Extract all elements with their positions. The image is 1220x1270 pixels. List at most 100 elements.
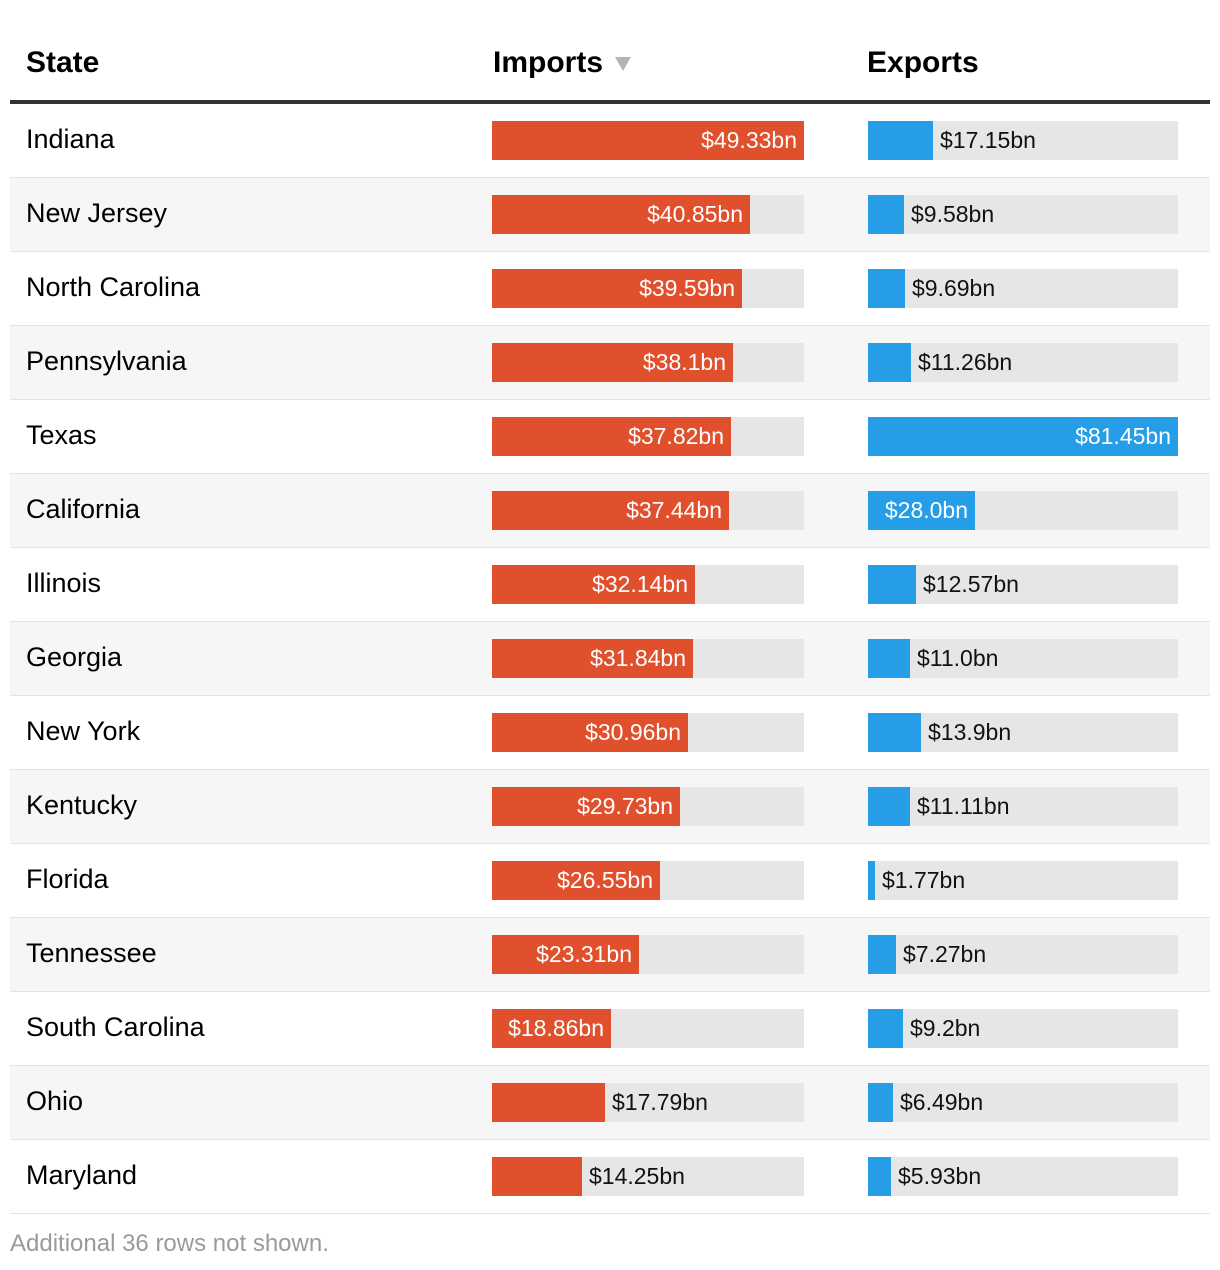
exports-value-label: $28.0bn bbox=[884, 497, 968, 523]
imports-bar bbox=[492, 1009, 611, 1048]
state-name: Kentucky bbox=[26, 790, 138, 820]
imports-bar-track: $49.33bn bbox=[492, 121, 804, 160]
exports-bar-track: $9.69bn bbox=[868, 269, 1178, 308]
exports-value-label: $6.49bn bbox=[900, 1089, 984, 1115]
imports-bar bbox=[492, 935, 639, 974]
column-header-state[interactable]: State bbox=[26, 46, 99, 80]
state-name: Indiana bbox=[26, 124, 115, 154]
exports-value-label: $11.26bn bbox=[918, 349, 1013, 375]
table-row: Florida $26.55bn $1.77bn bbox=[10, 844, 1210, 918]
imports-value-label: $37.82bn bbox=[628, 423, 724, 449]
exports-value-label: $12.57bn bbox=[923, 571, 1019, 597]
imports-bar bbox=[492, 269, 742, 308]
imports-value-label: $31.84bn bbox=[590, 645, 686, 671]
exports-value-label: $9.58bn bbox=[911, 201, 995, 227]
imports-bar bbox=[492, 639, 693, 678]
exports-value-label: $13.9bn bbox=[928, 719, 1012, 745]
exports-bar-track: $11.0bn bbox=[868, 639, 1178, 678]
table-row: Georgia $31.84bn $11.0bn bbox=[10, 622, 1210, 696]
imports-value-label: $40.85bn bbox=[647, 201, 743, 227]
imports-bar-track: $31.84bn bbox=[492, 639, 804, 678]
exports-bar-track: $28.0bn bbox=[868, 491, 1178, 530]
imports-bar bbox=[492, 417, 731, 456]
exports-value-label: $9.69bn bbox=[912, 275, 996, 301]
imports-bar-track: $39.59bn bbox=[492, 269, 804, 308]
imports-value-label: $32.14bn bbox=[592, 571, 688, 597]
exports-bar bbox=[868, 713, 921, 752]
imports-value-label: $38.1bn bbox=[642, 349, 726, 375]
imports-bar bbox=[492, 565, 695, 604]
exports-bar-track: $7.27bn bbox=[868, 935, 1178, 974]
exports-bar-track: $11.26bn bbox=[868, 343, 1178, 382]
table-row: New York $30.96bn $13.9bn bbox=[10, 696, 1210, 770]
exports-bar-track: $9.58bn bbox=[868, 195, 1178, 234]
exports-value-label: $11.11bn bbox=[917, 793, 1010, 819]
state-name: Tennessee bbox=[26, 938, 157, 968]
imports-bar-track: $29.73bn bbox=[492, 787, 804, 826]
exports-value-label: $5.93bn bbox=[898, 1163, 982, 1189]
state-name: California bbox=[26, 494, 141, 524]
imports-value-label: $49.33bn bbox=[701, 127, 797, 153]
exports-bar-track: $11.11bn bbox=[868, 787, 1178, 826]
state-name: North Carolina bbox=[26, 272, 201, 302]
imports-bar bbox=[492, 713, 688, 752]
table-row: South Carolina $18.86bn $9.2bn bbox=[10, 992, 1210, 1066]
table-row: California $37.44bn $28.0bn bbox=[10, 474, 1210, 548]
table-row: Pennsylvania $38.1bn $11.26bn bbox=[10, 326, 1210, 400]
imports-bar-track: $14.25bn bbox=[492, 1157, 804, 1196]
column-header-exports[interactable]: Exports bbox=[867, 46, 979, 80]
state-name: Georgia bbox=[26, 642, 123, 672]
imports-bar-track: $40.85bn bbox=[492, 195, 804, 234]
imports-bar-track: $17.79bn bbox=[492, 1083, 804, 1122]
rows-hidden-note: Additional 36 rows not shown. bbox=[10, 1230, 329, 1257]
imports-value-label: $30.96bn bbox=[585, 719, 681, 745]
imports-bar-track: $37.82bn bbox=[492, 417, 804, 456]
exports-bar bbox=[868, 1083, 893, 1122]
column-header-imports[interactable]: Imports bbox=[493, 46, 632, 80]
exports-bar-track: $6.49bn bbox=[868, 1083, 1178, 1122]
exports-bar bbox=[868, 491, 975, 530]
exports-bar-track: $9.2bn bbox=[868, 1009, 1178, 1048]
imports-value-label: $18.86bn bbox=[508, 1015, 604, 1041]
exports-bar bbox=[868, 269, 905, 308]
imports-bar-track: $23.31bn bbox=[492, 935, 804, 974]
exports-bar-track: $1.77bn bbox=[868, 861, 1178, 900]
table-row: New Jersey $40.85bn $9.58bn bbox=[10, 178, 1210, 252]
sort-descending-icon[interactable] bbox=[615, 57, 632, 72]
imports-bar bbox=[492, 343, 733, 382]
table-row: Indiana $49.33bn $17.15bn bbox=[10, 104, 1210, 178]
exports-bar bbox=[868, 1009, 903, 1048]
imports-bar-track: $18.86bn bbox=[492, 1009, 804, 1048]
data-table: State Imports Exports Indiana $49.33bn $17… bbox=[10, 28, 1210, 1214]
state-name: South Carolina bbox=[26, 1012, 205, 1042]
state-name: Illinois bbox=[26, 568, 102, 598]
exports-bar bbox=[868, 935, 896, 974]
imports-bar bbox=[492, 787, 680, 826]
imports-value-label: $39.59bn bbox=[639, 275, 735, 301]
imports-bar bbox=[492, 1157, 582, 1196]
table-row: Kentucky $29.73bn $11.11bn bbox=[10, 770, 1210, 844]
exports-bar-track: $13.9bn bbox=[868, 713, 1178, 752]
imports-bar bbox=[492, 491, 729, 530]
imports-bar bbox=[492, 861, 660, 900]
exports-value-label: $9.2bn bbox=[910, 1015, 981, 1041]
state-name: New Jersey bbox=[26, 198, 168, 228]
exports-value-label: $81.45bn bbox=[1075, 423, 1171, 449]
state-name: New York bbox=[26, 716, 141, 746]
exports-bar bbox=[868, 195, 904, 234]
imports-bar bbox=[492, 195, 750, 234]
state-name: Pennsylvania bbox=[26, 346, 187, 376]
exports-value-label: $1.77bn bbox=[882, 867, 966, 893]
imports-value-label: $37.44bn bbox=[626, 497, 722, 523]
exports-bar bbox=[868, 787, 910, 826]
imports-bar-track: $38.1bn bbox=[492, 343, 804, 382]
imports-bar-track: $26.55bn bbox=[492, 861, 804, 900]
table-row: Tennessee $23.31bn $7.27bn bbox=[10, 918, 1210, 992]
exports-bar bbox=[868, 343, 911, 382]
imports-bar bbox=[492, 121, 804, 160]
table-row: North Carolina $39.59bn $9.69bn bbox=[10, 252, 1210, 326]
state-name: Florida bbox=[26, 864, 109, 894]
table-body: Indiana $49.33bn $17.15bn New Jersey $40.85b… bbox=[10, 104, 1210, 1214]
table-row: Texas $37.82bn $81.45bn bbox=[10, 400, 1210, 474]
exports-bar-track: $81.45bn bbox=[868, 417, 1178, 456]
